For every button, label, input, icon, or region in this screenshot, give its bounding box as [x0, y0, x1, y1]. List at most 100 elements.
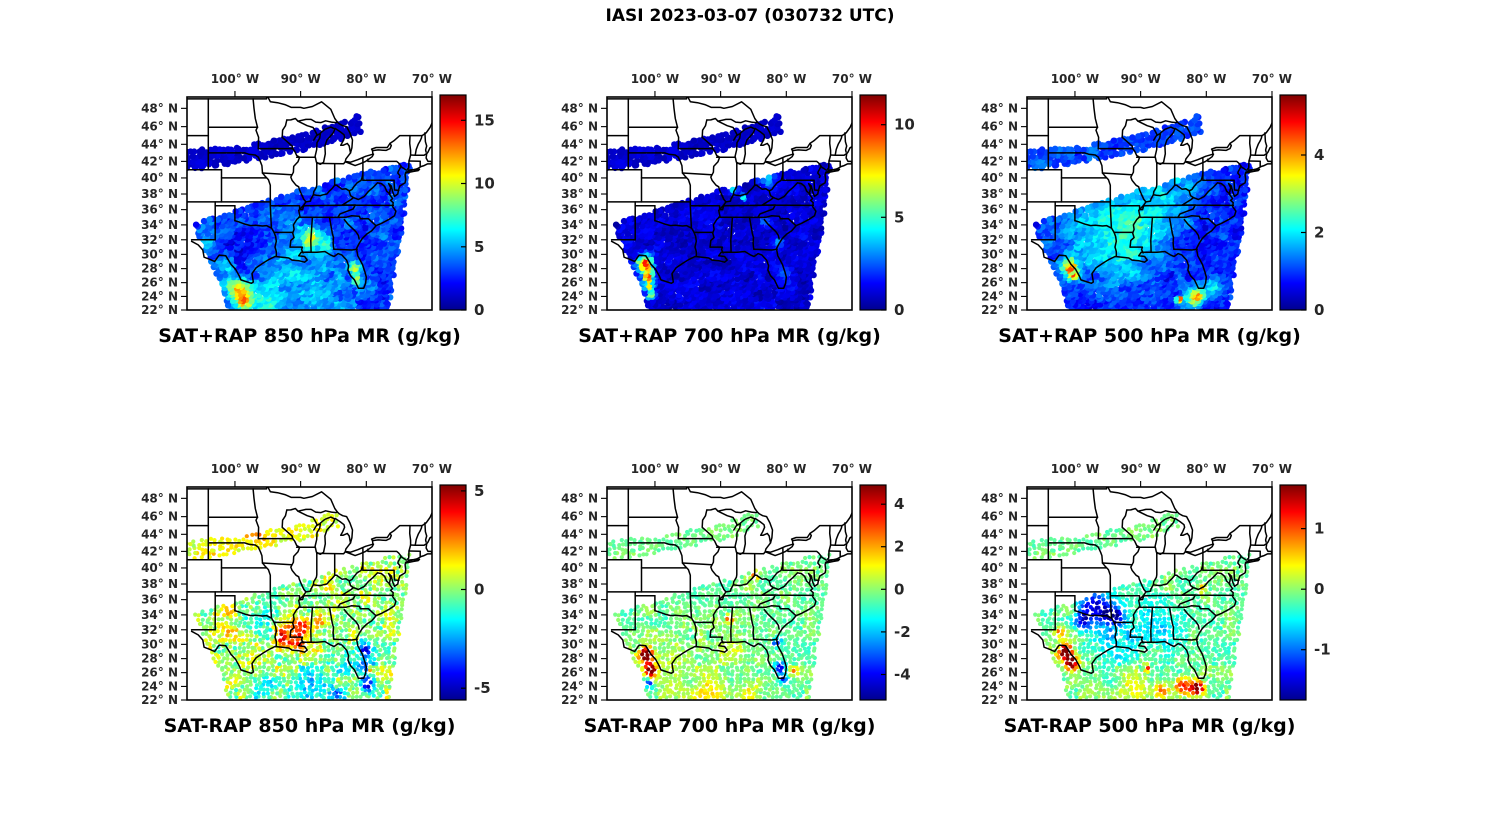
y-axis-ticks: 48° N 46° N 44° N 42° N 40° N 38° N 36° N34° N…	[981, 101, 1027, 317]
colorbar	[1279, 484, 1307, 701]
x-axis-ticks: 100° W 90° W 80° W 70° W	[631, 72, 872, 97]
y-tick-label: 28° N	[561, 262, 598, 276]
y-tick-label: 32° N	[561, 623, 598, 637]
y-tick-label: 22° N	[561, 303, 598, 317]
colorbar-ticks: -1 0 1	[1301, 520, 1331, 659]
colorbar-tick-label: -1	[1314, 641, 1331, 659]
colorbar-tick-label: 0	[1314, 580, 1324, 598]
panel-sat-minus-rap-500: 100° W 90° W 80° W 70° W 48° N 46° N 44° N 42° …	[981, 462, 1331, 737]
x-tick-label: 90° W	[281, 72, 321, 86]
colorbar	[1279, 94, 1307, 311]
y-tick-label: 34° N	[561, 608, 598, 622]
y-tick-label: 38° N	[141, 577, 178, 591]
y-tick-label: 42° N	[141, 154, 178, 168]
y-tick-label: 40° N	[981, 171, 1018, 185]
x-tick-label: 100° W	[1051, 72, 1099, 86]
y-axis-ticks: 48° N 46° N 44° N 42° N 40° N 38° N 36° N34° N…	[141, 101, 187, 317]
y-tick-label: 42° N	[981, 544, 1018, 558]
y-tick-label: 36° N	[981, 593, 1018, 607]
y-tick-label: 22° N	[561, 693, 598, 707]
y-tick-label: 48° N	[561, 101, 598, 115]
x-tick-label: 70° W	[1252, 72, 1292, 86]
y-tick-label: 36° N	[981, 203, 1018, 217]
x-tick-label: 80° W	[766, 72, 806, 86]
y-tick-label: 38° N	[141, 187, 178, 201]
panel-title: SAT+RAP 850 hPa MR (g/kg)	[158, 325, 461, 347]
y-tick-label: 36° N	[141, 593, 178, 607]
y-tick-label: 26° N	[141, 666, 178, 680]
colorbar-tick-label: 5	[474, 238, 484, 256]
x-tick-label: 90° W	[1121, 72, 1161, 86]
x-tick-label: 70° W	[832, 462, 872, 476]
panel-title: SAT-RAP 500 hPa MR (g/kg)	[1004, 715, 1296, 737]
y-tick-label: 26° N	[141, 276, 178, 290]
y-tick-label: 40° N	[561, 561, 598, 575]
y-axis-ticks: 48° N 46° N 44° N 42° N 40° N 38° N 36° N34° N…	[981, 491, 1027, 707]
y-tick-label: 38° N	[981, 187, 1018, 201]
y-tick-label: 34° N	[141, 218, 178, 232]
y-tick-label: 42° N	[561, 544, 598, 558]
x-tick-label: 80° W	[346, 72, 386, 86]
colorbar-tick-label: 0	[474, 581, 484, 599]
x-tick-label: 100° W	[1051, 462, 1099, 476]
y-tick-label: 24° N	[561, 289, 598, 303]
y-tick-label: 28° N	[141, 262, 178, 276]
y-tick-label: 48° N	[141, 491, 178, 505]
colorbar-ticks: -4 -2 0 2 4	[881, 495, 911, 684]
y-tick-label: 24° N	[141, 289, 178, 303]
y-tick-label: 46° N	[141, 510, 178, 524]
x-tick-label: 80° W	[1186, 462, 1226, 476]
y-tick-label: 30° N	[141, 247, 178, 261]
y-tick-label: 46° N	[141, 120, 178, 134]
x-tick-label: 90° W	[701, 72, 741, 86]
colorbar-ticks: -5 0 5	[461, 482, 491, 697]
colorbar-tick-label: 10	[474, 175, 495, 193]
colorbar-tick-label: -5	[474, 679, 491, 697]
map-frame	[186, 96, 433, 311]
y-tick-label: 48° N	[141, 101, 178, 115]
data-swath-dots	[187, 113, 413, 310]
y-tick-label: 22° N	[141, 303, 178, 317]
colorbar-tick-label: 0	[474, 301, 484, 319]
y-tick-label: 40° N	[981, 561, 1018, 575]
y-tick-label: 34° N	[141, 608, 178, 622]
y-tick-label: 40° N	[561, 171, 598, 185]
state-borders	[187, 487, 432, 679]
x-axis-ticks: 100° W 90° W 80° W 70° W	[211, 462, 452, 487]
y-tick-label: 48° N	[561, 491, 598, 505]
y-tick-label: 26° N	[561, 276, 598, 290]
y-tick-label: 32° N	[141, 623, 178, 637]
y-tick-label: 28° N	[141, 652, 178, 666]
colorbar-tick-label: 5	[894, 208, 904, 226]
state-borders	[607, 97, 852, 289]
panel-title: SAT+RAP 700 hPa MR (g/kg)	[578, 325, 881, 347]
y-tick-label: 48° N	[981, 491, 1018, 505]
x-tick-label: 70° W	[832, 72, 872, 86]
x-tick-label: 70° W	[412, 462, 452, 476]
panel-sat-plus-rap-500: 100° W 90° W 80° W 70° W 48° N 46° N 44° N 42° …	[981, 72, 1324, 347]
panel-sat-minus-rap-850: 100° W 90° W 80° W 70° W 48° N 46° N 44° N 42° …	[141, 462, 491, 737]
colorbar-ticks: 0 2 4	[1301, 146, 1324, 319]
data-swath-dots	[187, 512, 412, 700]
y-tick-label: 44° N	[141, 527, 178, 541]
y-axis-ticks: 48° N 46° N 44° N 42° N 40° N 38° N 36° N34° N…	[561, 101, 607, 317]
colorbar-tick-label: 4	[1314, 146, 1324, 164]
y-tick-label: 40° N	[141, 171, 178, 185]
colorbar-ticks: 0 5 10	[881, 116, 915, 319]
y-tick-label: 26° N	[981, 276, 1018, 290]
y-tick-label: 22° N	[981, 303, 1018, 317]
y-axis-ticks: 48° N 46° N 44° N 42° N 40° N 38° N 36° N34° N…	[141, 491, 187, 707]
y-tick-label: 24° N	[981, 679, 1018, 693]
x-tick-label: 100° W	[631, 462, 679, 476]
figure-title: IASI 2023-03-07 (030732 UTC)	[605, 6, 895, 26]
map-frame	[606, 486, 853, 701]
y-tick-label: 44° N	[561, 137, 598, 151]
y-tick-label: 32° N	[981, 233, 1018, 247]
y-tick-label: 24° N	[561, 679, 598, 693]
colorbar-tick-label: 0	[1314, 301, 1324, 319]
y-tick-label: 24° N	[141, 679, 178, 693]
y-tick-label: 30° N	[981, 637, 1018, 651]
colorbar-tick-label: 5	[474, 482, 484, 500]
colorbar-tick-label: 4	[894, 495, 904, 513]
